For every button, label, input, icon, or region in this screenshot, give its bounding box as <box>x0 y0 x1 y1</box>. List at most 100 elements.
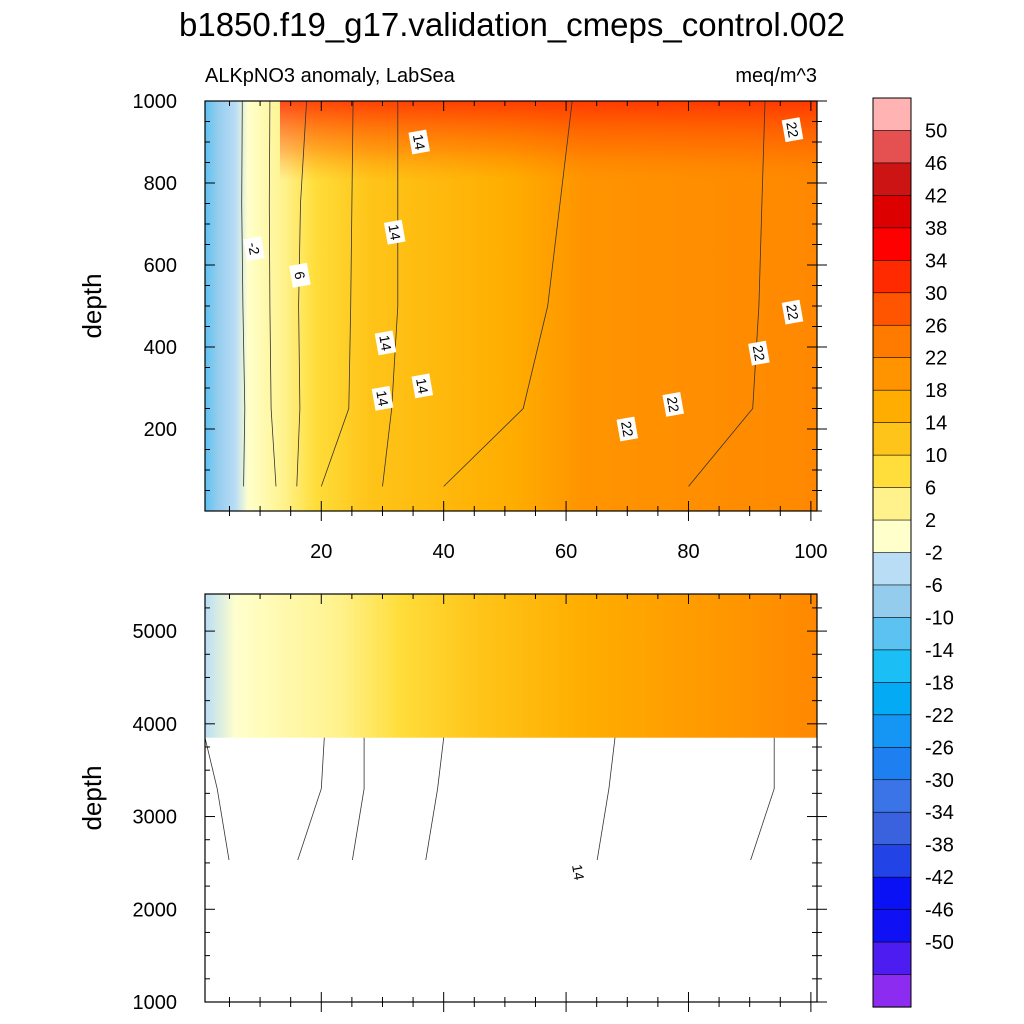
upper-contour-label-box-2 <box>371 385 394 411</box>
upper-y-tick-label-4: 1000 <box>133 91 178 113</box>
colorbar-swatch-4 <box>872 227 912 261</box>
upper-contour-labels: -2 6 14 14 14 14 14 22 22 22 22 22 <box>243 117 804 442</box>
lower-y-axis-label: depth <box>77 765 107 830</box>
upper-contour-line-4 <box>382 101 399 487</box>
upper-y-tick-label-0: 200 <box>144 419 177 441</box>
upper-x-tick-label-4: 100 <box>794 541 827 563</box>
colorbar-label-14: -6 <box>925 575 943 597</box>
lower-y-tick-label-3: 4000 <box>133 714 178 736</box>
colorbar-label-19: -26 <box>925 737 954 759</box>
upper-contour-label-box-6 <box>408 129 430 155</box>
upper-contour-label-box-0 <box>243 236 265 261</box>
panel-subtitle-left: ALKpNO3 anomaly, LabSea <box>205 65 456 87</box>
lower-contour-line-1 <box>297 737 325 860</box>
upper-contour-label-box-10 <box>781 299 804 325</box>
lower-contour-label-0: 14 <box>567 859 590 885</box>
upper-surface-layer <box>280 101 817 181</box>
colorbar-swatch-26 <box>872 941 912 976</box>
lower-panel: 14 1000 2000 3000 4000 5000 depth <box>77 593 827 1014</box>
lower-x-ticks <box>228 594 812 1012</box>
colorbar-label-5: 30 <box>925 283 947 305</box>
colorbar-label-10: 10 <box>925 445 947 467</box>
lower-y-ticks: 1000 2000 3000 4000 5000 <box>133 607 827 1014</box>
upper-contour-line-1 <box>268 101 277 487</box>
lower-y-tick-label-0: 1000 <box>133 992 178 1014</box>
colorbar-swatch-14 <box>872 552 912 586</box>
upper-contour-label-box-1 <box>289 262 311 288</box>
colorbar-swatch-25 <box>872 909 912 943</box>
lower-contour-line-5 <box>750 737 775 860</box>
upper-contour-line-2 <box>296 101 307 487</box>
upper-contour-label-text-4: 14 <box>376 334 394 352</box>
colorbar-label-8: 18 <box>925 380 947 402</box>
colorbar-swatch-23 <box>872 844 912 878</box>
upper-x-tick-label-1: 40 <box>433 541 455 563</box>
upper-contour-label-box-4 <box>374 330 397 356</box>
colorbar-label-13: -2 <box>925 543 943 565</box>
upper-y-tick-label-2: 600 <box>144 255 177 277</box>
lower-contour-line-0 <box>205 737 230 860</box>
upper-contour-label-0: -2 <box>243 236 265 261</box>
lower-no-data-area <box>205 737 817 860</box>
colorbar-swatch-15 <box>872 584 912 619</box>
upper-panel: -2 6 14 14 14 14 14 22 22 22 22 22 20 40 60 80 100 200 4… <box>77 91 828 563</box>
upper-contour-label-text-11: 22 <box>783 121 801 139</box>
colorbar-label-25: -50 <box>925 932 954 954</box>
upper-contour-label-4: 14 <box>374 330 397 356</box>
colorbar-label-20: -30 <box>925 770 954 792</box>
upper-contour-label-7: 22 <box>616 416 639 442</box>
colorbar-swatch-22 <box>872 811 912 846</box>
lower-y-tick-label-1: 2000 <box>133 899 178 921</box>
panel-subtitle-right: meq/m^3 <box>735 65 817 87</box>
colorbar-swatch-2 <box>872 162 912 196</box>
colorbar-swatch-17 <box>872 649 912 683</box>
lower-contour-line-3 <box>425 737 445 860</box>
lower-contour-label-box-0 <box>567 859 590 885</box>
colorbar-swatch-8 <box>872 357 912 391</box>
colorbar-label-1: 46 <box>925 153 947 175</box>
lower-contour-line-2 <box>351 737 365 860</box>
colorbar-swatch-10 <box>872 422 912 456</box>
upper-contour-label-3: 14 <box>411 373 434 399</box>
colorbar-swatch-13 <box>872 519 912 554</box>
colorbar-swatch-9 <box>872 389 912 424</box>
figure-title: b1850.f19_g17.validation_cmeps_control.0… <box>179 6 845 43</box>
colorbar-label-15: -10 <box>925 607 954 629</box>
colorbar-swatch-7 <box>872 324 912 359</box>
upper-contour-label-box-7 <box>616 416 639 442</box>
colorbar-swatch-27 <box>872 974 912 1008</box>
upper-contour-label-8: 22 <box>662 392 684 417</box>
colorbar-swatch-18 <box>872 682 912 716</box>
lower-contour-label-text-0: 14 <box>569 863 587 881</box>
upper-contour-label-text-3: 14 <box>413 377 431 395</box>
upper-contour-label-text-5: 14 <box>385 223 403 241</box>
colorbar-label-4: 34 <box>925 250 947 272</box>
colorbar-label-9: 14 <box>925 413 947 435</box>
upper-contour-label-5: 14 <box>383 219 406 245</box>
upper-x-tick-label-0: 20 <box>310 541 332 563</box>
colorbar-label-16: -14 <box>925 640 954 662</box>
lower-y-tick-label-2: 3000 <box>133 807 178 829</box>
upper-x-tick-label-3: 80 <box>677 541 699 563</box>
colorbar-swatch-5 <box>872 260 912 294</box>
upper-y-ticks: 200 400 600 800 1000 <box>133 91 827 512</box>
colorbar-label-17: -18 <box>925 672 954 694</box>
upper-contour-label-box-11 <box>781 117 804 143</box>
upper-contour-line-3 <box>320 101 354 487</box>
upper-contour-label-box-5 <box>383 219 406 245</box>
upper-contour-label-box-8 <box>662 392 684 417</box>
colorbar-swatch-16 <box>872 617 912 651</box>
colorbar-swatch-0 <box>872 97 912 132</box>
upper-contour-label-text-6: 14 <box>410 133 428 151</box>
colorbar-swatch-19 <box>872 714 912 748</box>
lower-contours <box>205 737 817 860</box>
colorbar-label-11: 6 <box>925 478 936 500</box>
upper-contour-label-text-8: 22 <box>664 395 682 413</box>
upper-contour-label-text-0: -2 <box>245 241 263 256</box>
upper-contour-label-text-10: 22 <box>783 303 801 321</box>
upper-contour-label-box-3 <box>411 373 434 399</box>
upper-contour-label-text-7: 22 <box>618 420 636 438</box>
colorbar-swatch-21 <box>872 779 912 813</box>
colorbar-swatch-11 <box>872 454 912 489</box>
